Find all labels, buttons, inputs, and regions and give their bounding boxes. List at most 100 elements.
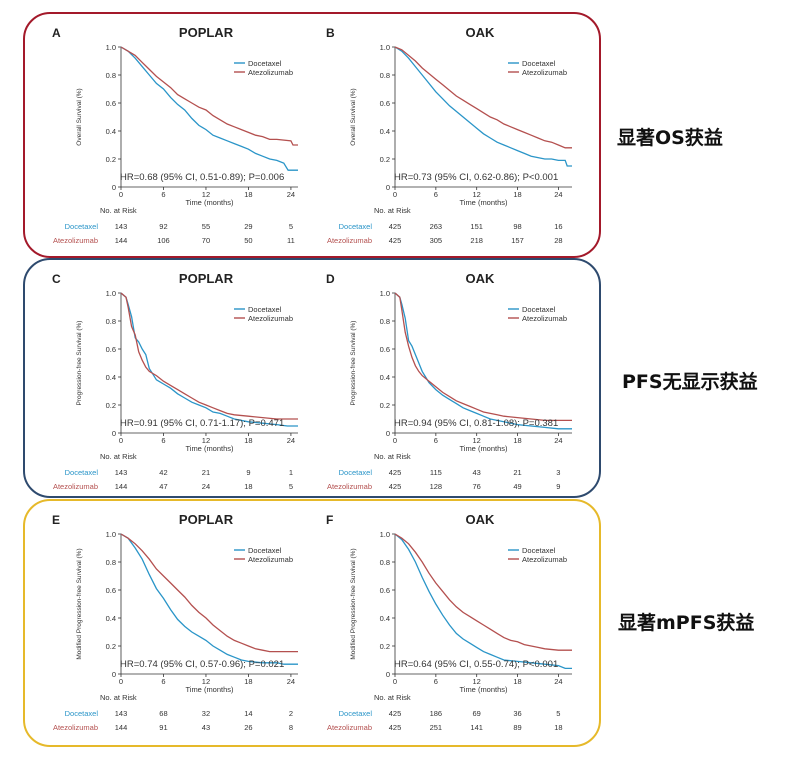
survival-curve-docetaxel — [120, 533, 298, 665]
y-tick-label: 0.4 — [380, 373, 390, 382]
legend-label: Docetaxel — [248, 546, 282, 555]
x-tick-label: 18 — [513, 190, 521, 199]
km-panel-e: E POPLAR 0 0.2 0.4 0.6 0.8 1.0 0 6 12 18 24 Modified … — [52, 512, 298, 732]
legend-label: Atezolizumab — [248, 555, 293, 564]
risk-value: 157 — [511, 236, 524, 245]
x-tick-label: 18 — [244, 436, 252, 445]
y-tick-label: 0 — [112, 183, 116, 192]
x-axis-label: Time (months) — [459, 685, 508, 694]
y-tick-label: 0.8 — [106, 317, 116, 326]
y-tick-label: 0.2 — [106, 155, 116, 164]
y-tick-label: 0.8 — [380, 71, 390, 80]
km-panel-c: C POPLAR 0 0.2 0.4 0.6 0.8 1.0 0 6 12 18 24 Progressi… — [52, 271, 298, 491]
survival-curve-atezolizumab — [394, 46, 572, 149]
x-tick-label: 6 — [434, 436, 438, 445]
hazard-ratio-text: HR=0.64 (95% CI, 0.55-0.74); P<0.001 — [394, 659, 558, 670]
risk-row-label: Atezolizumab — [327, 236, 372, 245]
hazard-ratio-text: HR=0.74 (95% CI, 0.57-0.96); P=0.021 — [120, 659, 284, 670]
x-tick-label: 6 — [434, 677, 438, 686]
panel-letter: F — [326, 513, 333, 527]
risk-value: 5 — [289, 482, 293, 491]
risk-value: 425 — [389, 468, 402, 477]
y-tick-label: 0.8 — [106, 71, 116, 80]
risk-value: 143 — [115, 468, 128, 477]
y-tick-label: 0.2 — [380, 642, 390, 651]
survival-curve-atezolizumab — [394, 292, 572, 422]
x-axis-label: Time (months) — [185, 685, 234, 694]
annotation-pfs: PFS无显示获益 — [622, 371, 758, 393]
risk-value: 11 — [287, 236, 295, 245]
panel-letter: D — [326, 272, 335, 286]
risk-table-header: No. at Risk — [374, 452, 411, 461]
risk-row-label: Docetaxel — [339, 468, 373, 477]
risk-value: 32 — [202, 709, 210, 718]
risk-value: 425 — [389, 723, 402, 732]
legend-label: Docetaxel — [248, 59, 282, 68]
x-tick-label: 18 — [244, 190, 252, 199]
y-tick-label: 0.6 — [106, 586, 116, 595]
y-axis-label: Progression-free Survival (%) — [350, 321, 357, 406]
y-tick-label: 0 — [112, 429, 116, 438]
x-tick-label: 18 — [244, 677, 252, 686]
x-tick-label: 6 — [161, 190, 165, 199]
y-tick-label: 1.0 — [106, 530, 116, 539]
risk-table-header: No. at Risk — [100, 206, 137, 215]
risk-value: 28 — [554, 236, 562, 245]
legend-label: Atezolizumab — [248, 314, 293, 323]
y-axis-label: Overall Survival (%) — [350, 88, 357, 145]
panel-letter: B — [326, 26, 335, 40]
x-tick-label: 24 — [554, 677, 562, 686]
risk-value: 24 — [202, 482, 210, 491]
x-tick-label: 18 — [513, 677, 521, 686]
risk-value: 69 — [473, 709, 481, 718]
risk-row-label: Docetaxel — [339, 222, 373, 231]
risk-table-header: No. at Risk — [100, 693, 137, 702]
risk-value: 115 — [430, 468, 442, 477]
risk-value: 143 — [115, 709, 128, 718]
risk-value: 43 — [473, 468, 481, 477]
y-tick-label: 1.0 — [380, 289, 390, 298]
y-tick-label: 0.8 — [106, 558, 116, 567]
risk-value: 144 — [115, 723, 128, 732]
risk-value: 425 — [389, 236, 402, 245]
y-tick-label: 1.0 — [380, 43, 390, 52]
panel-title: POPLAR — [179, 25, 234, 40]
risk-value: 26 — [244, 723, 252, 732]
legend-label: Atezolizumab — [522, 68, 567, 77]
legend-label: Atezolizumab — [248, 68, 293, 77]
risk-row-label: Docetaxel — [339, 709, 373, 718]
survival-curve-atezolizumab — [394, 533, 572, 651]
panel-letter: E — [52, 513, 60, 527]
risk-value: 43 — [202, 723, 210, 732]
panel-title: OAK — [466, 25, 496, 40]
x-axis-label: Time (months) — [459, 198, 508, 207]
risk-value: 5 — [289, 222, 293, 231]
y-tick-label: 1.0 — [380, 530, 390, 539]
risk-value: 18 — [554, 723, 562, 732]
risk-table-header: No. at Risk — [100, 452, 137, 461]
y-tick-label: 0.4 — [380, 614, 390, 623]
risk-value: 3 — [556, 468, 560, 477]
risk-value: 251 — [430, 723, 443, 732]
panel-title: OAK — [466, 271, 496, 286]
risk-value: 186 — [430, 709, 443, 718]
x-tick-label: 0 — [393, 436, 397, 445]
y-axis-label: Modified Progression-free Survival (%) — [76, 548, 83, 659]
risk-value: 70 — [202, 236, 210, 245]
x-tick-label: 18 — [513, 436, 521, 445]
y-axis-label: Progression-free Survival (%) — [76, 321, 83, 406]
risk-value: 106 — [157, 236, 170, 245]
panel-letter: A — [52, 26, 61, 40]
risk-row-label: Atezolizumab — [327, 482, 372, 491]
x-tick-label: 24 — [287, 677, 295, 686]
risk-value: 128 — [430, 482, 443, 491]
panel-group-border — [23, 499, 601, 747]
km-panel-d: D OAK 0 0.2 0.4 0.6 0.8 1.0 0 6 12 18 24 Progression-… — [326, 271, 572, 491]
y-tick-label: 0.2 — [106, 642, 116, 651]
risk-value: 98 — [513, 222, 521, 231]
x-tick-label: 12 — [473, 677, 481, 686]
hazard-ratio-text: HR=0.94 (95% CI, 0.81-1.08); P=0.381 — [394, 418, 558, 429]
y-tick-label: 0.6 — [380, 99, 390, 108]
hazard-ratio-text: HR=0.91 (95% CI, 0.71-1.17); P=0.471 — [120, 418, 284, 429]
